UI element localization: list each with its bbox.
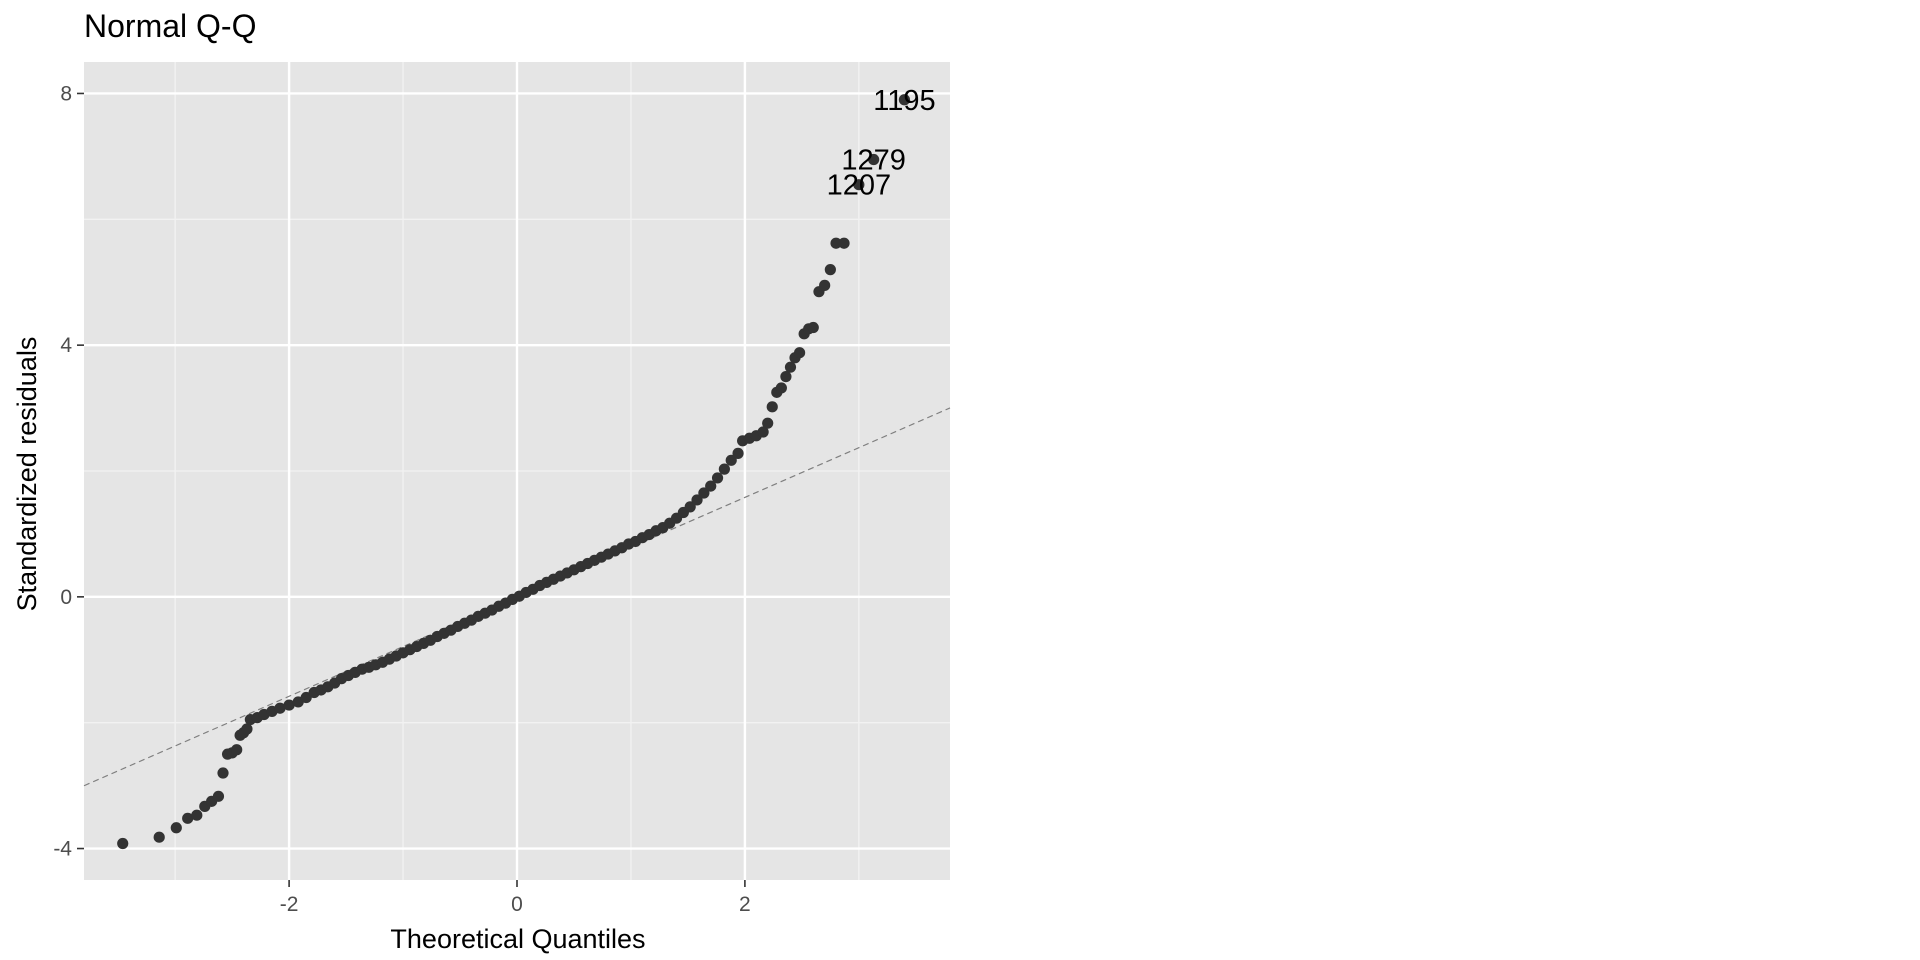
y-axis: -4 0 4 8 — [53, 82, 84, 861]
data-point — [182, 812, 194, 824]
point-label: 1279 — [841, 145, 906, 177]
y-tick-label: 0 — [60, 586, 72, 609]
data-point — [191, 809, 203, 821]
data-point — [762, 417, 774, 429]
data-point — [691, 494, 703, 506]
data-point — [231, 744, 243, 756]
data-point — [212, 790, 225, 802]
data-point — [705, 480, 717, 492]
data-point — [784, 361, 797, 373]
data-point — [684, 501, 696, 513]
plot-panel — [83, 62, 951, 880]
y-axis-title: Standardized residuals — [12, 337, 42, 612]
data-point — [718, 463, 730, 475]
data-point — [838, 237, 850, 249]
data-point — [780, 371, 792, 383]
data-point — [241, 723, 253, 735]
data-point — [170, 822, 182, 834]
point-label: 1195 — [873, 85, 935, 117]
data-point — [300, 691, 312, 704]
data-point — [819, 279, 831, 291]
x-axis-title: Theoretical Quantiles — [390, 924, 645, 954]
data-point — [807, 321, 819, 334]
x-tick-label: 2 — [739, 893, 751, 916]
data-point — [830, 237, 842, 249]
data-point — [853, 179, 865, 191]
data-point — [775, 382, 787, 394]
data-point — [725, 454, 737, 466]
x-axis: -2 0 2 — [280, 880, 751, 916]
data-point — [757, 426, 769, 438]
data-point — [898, 94, 911, 106]
data-point — [711, 472, 724, 484]
x-tick-label: -2 — [280, 893, 299, 916]
chart-title: Normal Q-Q — [84, 8, 256, 44]
x-tick-label: 0 — [511, 893, 523, 916]
data-point — [793, 347, 806, 359]
y-tick-label: -4 — [53, 838, 72, 861]
data-point — [117, 837, 129, 850]
data-point — [283, 699, 295, 711]
y-tick-label: 4 — [60, 334, 72, 357]
data-point — [217, 767, 229, 779]
data-point — [766, 401, 778, 413]
point-label: 1207 — [827, 170, 892, 202]
data-point — [824, 264, 836, 276]
data-point — [868, 153, 880, 166]
data-point — [732, 447, 744, 459]
points-layer — [117, 94, 911, 850]
data-point — [153, 831, 165, 843]
y-tick-label: 8 — [60, 82, 72, 105]
data-point — [698, 487, 710, 499]
data-point — [274, 702, 286, 714]
